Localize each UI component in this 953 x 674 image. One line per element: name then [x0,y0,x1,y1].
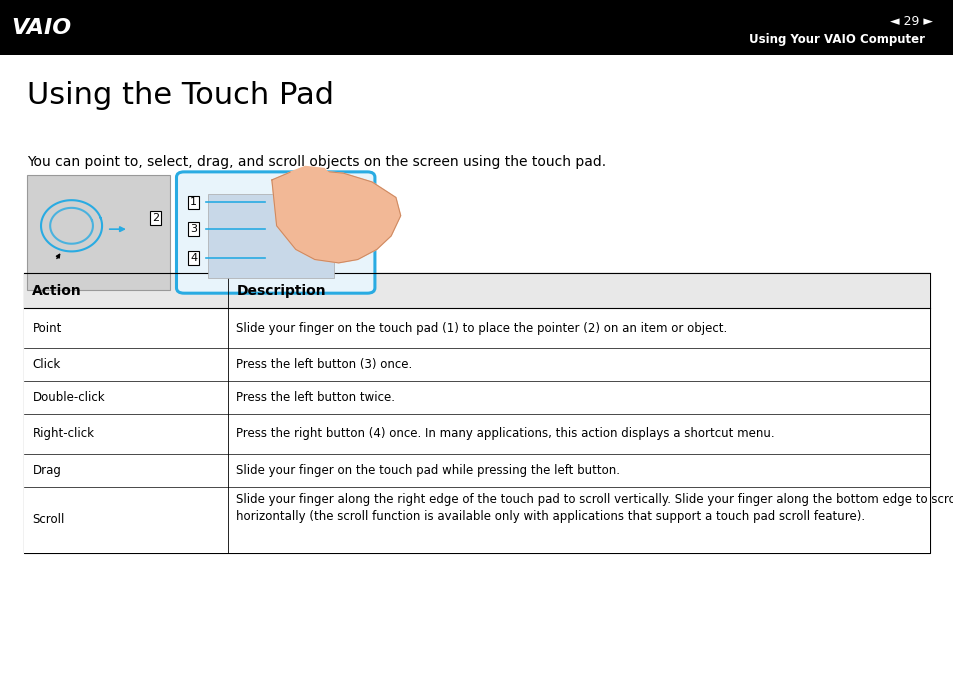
Text: Point: Point [32,321,62,334]
Text: 3: 3 [190,224,197,234]
Text: 2: 2 [152,213,159,222]
Text: Description: Description [236,284,326,298]
Bar [0,0,953,55]
Text: Press the left button twice.: Press the left button twice. [236,391,395,404]
Bar [24,273,929,308]
Text: Action: Action [32,284,82,298]
Text: Double-click: Double-click [32,391,105,404]
Text: Using the Touch Pad: Using the Touch Pad [27,81,334,110]
Text: Slide your finger on the touch pad (1) to place the pointer (2) on an item or ob: Slide your finger on the touch pad (1) t… [236,321,727,334]
Text: Using Your VAIO Computer: Using Your VAIO Computer [749,33,924,47]
Text: Press the right button (4) once. In many applications, this action displays a sh: Press the right button (4) once. In many… [236,427,774,440]
Text: Right-click: Right-click [32,427,94,440]
Bar [24,454,929,487]
FancyBboxPatch shape [176,172,375,293]
Bar [24,487,929,553]
Bar [27,175,170,290]
Text: 1: 1 [190,197,197,207]
Polygon shape [272,171,400,263]
Polygon shape [291,166,334,189]
Bar [24,308,929,348]
Text: Drag: Drag [32,464,61,477]
Text: Click: Click [32,358,61,371]
FancyBboxPatch shape [208,194,334,278]
Bar [24,381,929,414]
Text: Slide your finger on the touch pad while pressing the left button.: Slide your finger on the touch pad while… [236,464,619,477]
Text: Scroll: Scroll [32,513,65,526]
Text: ◄ 29 ►: ◄ 29 ► [888,15,932,28]
Text: You can point to, select, drag, and scroll objects on the screen using the touch: You can point to, select, drag, and scro… [27,155,605,169]
Bar [24,273,929,553]
Bar [24,414,929,454]
Bar [24,348,929,381]
Text: 4: 4 [190,253,197,263]
Text: Slide your finger along the right edge of the touch pad to scroll vertically. Sl: Slide your finger along the right edge o… [236,493,953,523]
Text: Press the left button (3) once.: Press the left button (3) once. [236,358,412,371]
Text: VAIO: VAIO [11,18,71,38]
